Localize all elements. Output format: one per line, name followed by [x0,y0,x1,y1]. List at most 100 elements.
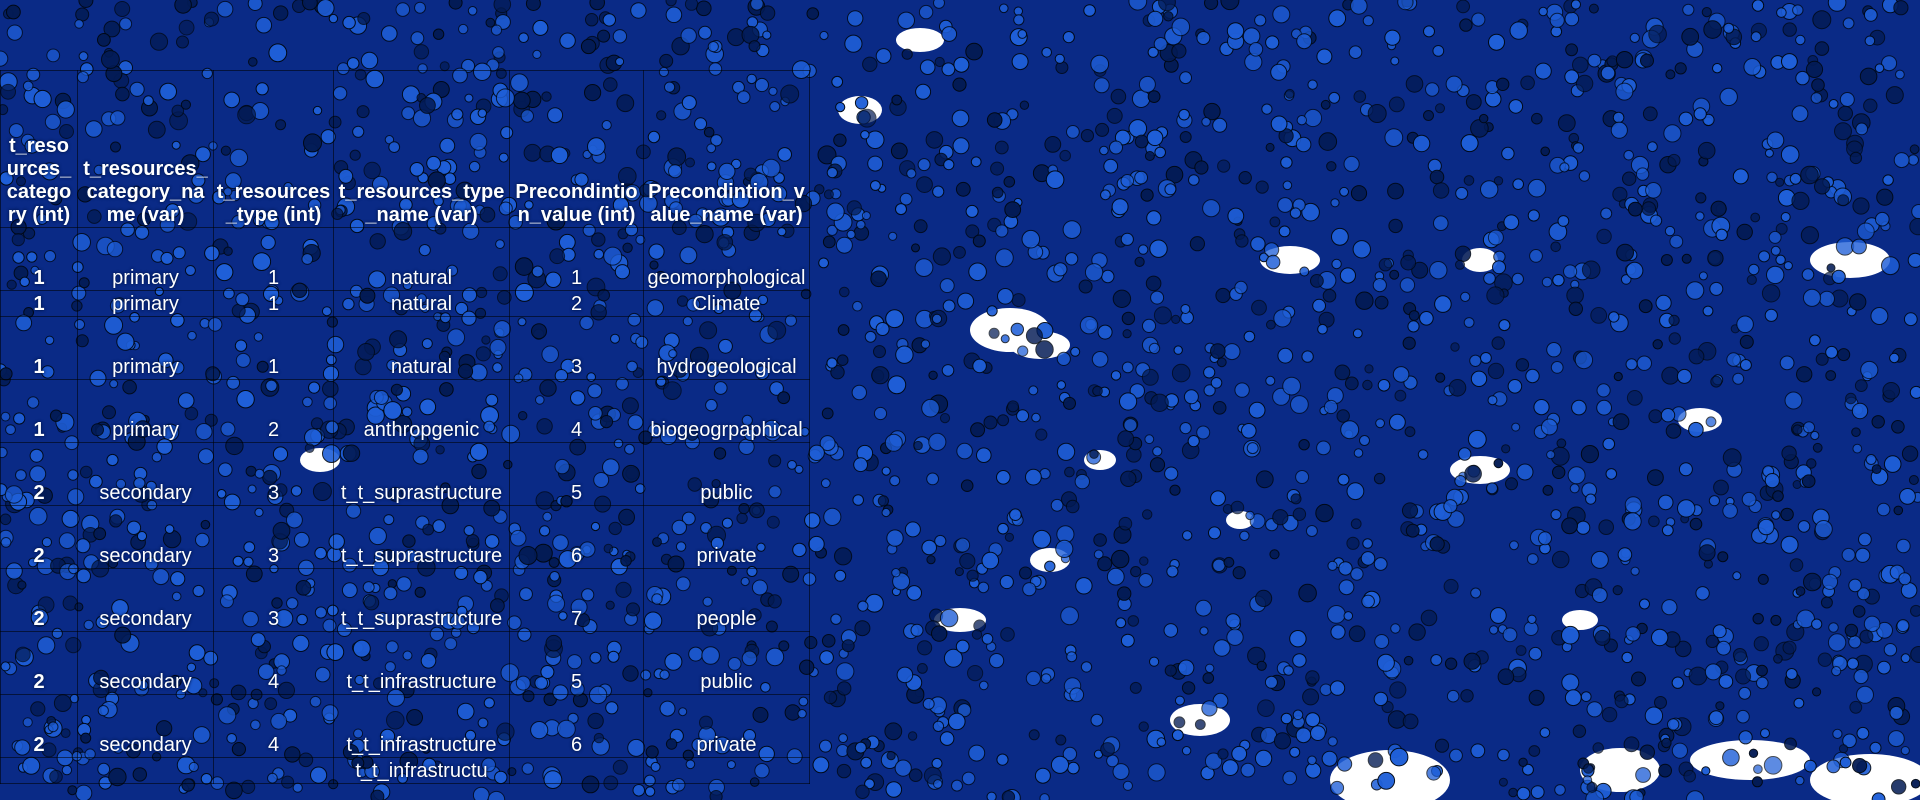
dot [1789,172,1802,185]
dot [1331,258,1342,270]
dot [1056,380,1067,390]
dot [885,781,903,798]
dot [1661,599,1678,616]
dot [67,785,78,796]
dot [1099,145,1109,156]
dot [119,17,133,31]
dot [1445,75,1463,93]
dot [873,345,886,359]
dot [1084,263,1104,282]
cell-category: 2 [0,568,78,632]
dot [1713,479,1729,496]
dot [1839,92,1855,107]
dot [1639,598,1650,610]
dot [1638,299,1653,314]
dot [1153,306,1172,325]
dot [1782,640,1797,655]
dot [1390,623,1401,634]
cell-type: 3 [213,505,334,569]
dot [1063,396,1076,410]
dot [1040,673,1052,684]
dot [1179,131,1192,143]
dot [1234,280,1248,295]
dot [986,791,997,800]
dot [922,697,935,710]
dot [1735,668,1752,685]
dot [1150,393,1169,412]
dot [852,300,863,312]
dot [302,0,318,11]
dot [1860,360,1879,380]
dot [1624,496,1642,514]
dot [1257,699,1275,718]
dot [1849,700,1863,714]
dot [1528,646,1543,661]
dot [1709,281,1724,296]
dot [1327,605,1346,624]
dot [1528,745,1541,757]
dot [1256,660,1267,671]
dot [1290,493,1302,505]
dot [1446,689,1460,703]
dot [585,13,599,27]
dot [1693,107,1707,121]
dot [819,650,834,665]
dot [1800,226,1820,245]
white-gap [1562,610,1598,630]
dot [1373,691,1389,707]
dot [1227,207,1245,225]
dot [1756,676,1769,690]
dot [1280,156,1293,169]
dot [943,648,963,668]
dot [1080,661,1093,673]
dot [1770,614,1782,626]
dot [1062,746,1078,762]
dot [1695,192,1707,204]
dot [853,457,868,473]
dot [1671,676,1685,689]
dot [0,50,9,67]
dot [1651,628,1669,647]
dot [1111,198,1129,216]
dot [1210,377,1223,389]
dot [855,784,870,799]
dot [1701,7,1712,18]
dot [901,48,913,60]
dot [847,10,864,27]
dot [1746,274,1757,285]
dot [881,507,891,518]
dot [1557,215,1570,227]
dot [1770,245,1781,256]
dot [1806,458,1817,469]
dot [1411,261,1429,279]
dot [916,176,933,194]
dot [837,324,850,336]
resource-table: t_resources_category (int) t_resources_c… [0,70,810,784]
dot [1526,553,1539,565]
cell-category-name [77,757,214,784]
dot [1827,633,1847,652]
dot [1166,565,1179,578]
dot [1874,63,1885,73]
dot [1678,462,1693,477]
dot [1826,263,1836,273]
dot [865,130,885,150]
dot [1572,142,1585,154]
dot [1423,25,1435,38]
dot [1572,724,1587,738]
dot [1450,342,1460,352]
dot [1849,151,1863,165]
dot [1546,342,1562,358]
dot [1766,171,1778,184]
dot [1751,776,1763,788]
dot [1295,136,1312,153]
dot [1153,37,1168,51]
dot [1557,114,1576,132]
dot [1498,777,1508,787]
dot [1677,499,1696,518]
dot [1362,538,1373,549]
dot [931,313,943,324]
cell-precondition-value: 3 [509,316,644,380]
dot [889,475,901,487]
dot [1223,556,1235,568]
